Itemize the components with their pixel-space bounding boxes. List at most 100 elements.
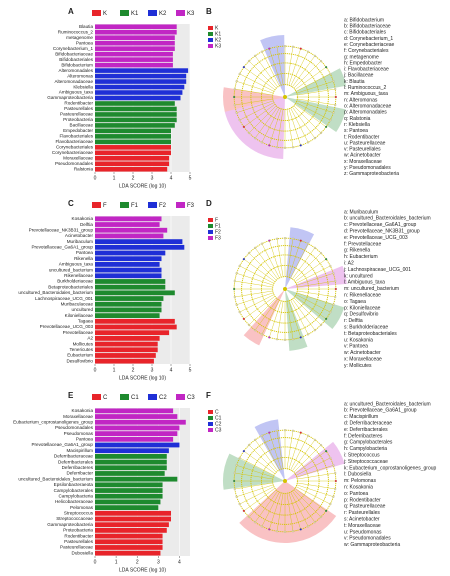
tree-node bbox=[268, 528, 271, 531]
x-tick-label: 3 bbox=[157, 559, 160, 565]
tree-node bbox=[306, 141, 310, 144]
clade-sector bbox=[222, 453, 285, 490]
clade-label: t: Betaproteobacteriales bbox=[344, 331, 397, 337]
category-label: Pasteurellaceae bbox=[60, 112, 93, 117]
x-tick-label: 0 bbox=[94, 559, 97, 565]
clade-label: x: Moraxellaceae bbox=[344, 159, 382, 165]
clade-label: i: Streptococcus bbox=[344, 453, 380, 459]
legend-swatch bbox=[208, 410, 213, 414]
legend-label: K2 bbox=[159, 11, 167, 17]
tree-node bbox=[283, 429, 287, 432]
bar bbox=[95, 51, 173, 57]
bar bbox=[95, 318, 175, 324]
tree-branch bbox=[239, 457, 275, 476]
tree-branch bbox=[286, 493, 294, 532]
legend-label: C bbox=[215, 409, 219, 415]
tree-node bbox=[242, 66, 245, 69]
tree-branch bbox=[296, 100, 334, 113]
tree-branch bbox=[248, 252, 277, 281]
bar bbox=[95, 62, 173, 68]
bar bbox=[95, 40, 175, 46]
tree-branch bbox=[261, 299, 280, 335]
tree-node bbox=[283, 45, 287, 48]
tree-node bbox=[254, 137, 257, 140]
bar bbox=[95, 117, 177, 123]
legend-label: F1 bbox=[131, 203, 139, 209]
tree-node bbox=[235, 272, 238, 275]
legend-swatch bbox=[208, 224, 213, 228]
clade-label: h: Eubacterium bbox=[344, 254, 378, 260]
bar bbox=[95, 533, 163, 539]
legend-swatch bbox=[120, 202, 129, 208]
clade-label: q: Ralstonia bbox=[344, 116, 371, 122]
tree-branch bbox=[276, 238, 284, 277]
category-label: Pantoea bbox=[76, 437, 94, 442]
tree-branch bbox=[243, 258, 276, 282]
category-label: Campylobacterales bbox=[54, 488, 94, 493]
tree-node bbox=[247, 131, 251, 135]
tree-branch bbox=[295, 294, 331, 313]
clade-label: n: Alteromonas bbox=[344, 97, 378, 103]
tree-node bbox=[325, 258, 328, 261]
category-label: Pseudomonas bbox=[64, 431, 94, 436]
tree-branch bbox=[294, 104, 327, 128]
bar bbox=[95, 442, 180, 448]
clade-label: f: Prevotellaceae bbox=[344, 241, 381, 247]
tree-node bbox=[260, 333, 264, 336]
tree-branch bbox=[254, 490, 278, 523]
bar bbox=[95, 134, 171, 139]
bar bbox=[95, 522, 169, 528]
tree-branch bbox=[254, 247, 278, 280]
tree-node bbox=[235, 111, 238, 114]
panel-letter: D bbox=[206, 199, 212, 208]
clade-sector bbox=[239, 481, 337, 543]
bar bbox=[95, 57, 173, 62]
tree-node bbox=[283, 146, 287, 149]
x-tick-label: 2 bbox=[132, 367, 135, 373]
legend-swatch bbox=[208, 38, 213, 42]
x-tick-label: 4 bbox=[170, 175, 173, 181]
x-axis-title: LDA SCORE (log 10) bbox=[119, 567, 166, 573]
tree-branch bbox=[292, 106, 316, 139]
legend-swatch bbox=[120, 10, 129, 16]
clade-label: j: Streptococcaceae bbox=[343, 459, 388, 465]
clade-label: b: uncultured_Bacteroidales_bacterium bbox=[344, 216, 431, 222]
legend-label: C3 bbox=[187, 395, 195, 401]
tree-branch bbox=[269, 432, 282, 470]
x-tick-label: 5 bbox=[189, 367, 192, 373]
bar bbox=[95, 166, 168, 172]
tree-node bbox=[325, 509, 328, 512]
tree-branch bbox=[236, 81, 274, 94]
tree-branch bbox=[261, 491, 280, 527]
category-label: Muribaculum bbox=[67, 239, 93, 244]
tree-node bbox=[306, 525, 310, 528]
tree-node bbox=[332, 272, 335, 275]
category-label: Ralstonia bbox=[74, 166, 94, 171]
tree-node bbox=[329, 118, 332, 122]
tree-node bbox=[275, 45, 279, 48]
category-label: Betaproteobacteriales bbox=[48, 284, 93, 289]
category-label: Corynebacteriaceae bbox=[52, 150, 94, 155]
legend-label: C3 bbox=[215, 427, 222, 433]
tree-node bbox=[334, 287, 337, 291]
bar bbox=[95, 330, 170, 336]
tree-branch bbox=[239, 294, 275, 313]
category-label: Pelomonas bbox=[70, 505, 94, 510]
clade-label: b: Bifidobacteriaceae bbox=[344, 23, 391, 29]
legend-label: K1 bbox=[215, 31, 221, 37]
tree-branch bbox=[269, 48, 282, 86]
tree-node bbox=[334, 95, 337, 99]
legend-swatch bbox=[208, 422, 213, 426]
tree-node bbox=[329, 310, 332, 314]
clade-label: o: Tagaea bbox=[344, 299, 366, 305]
bar bbox=[95, 408, 174, 414]
tree-branch bbox=[236, 465, 274, 478]
tree-node bbox=[233, 87, 236, 91]
legend-swatch bbox=[176, 202, 185, 208]
bar bbox=[95, 29, 177, 35]
category-label: Moraxellaceae bbox=[63, 414, 93, 419]
panel-letter: A bbox=[68, 7, 74, 16]
bar bbox=[95, 155, 170, 161]
tree-branch bbox=[294, 450, 327, 474]
tree-node bbox=[334, 471, 337, 475]
